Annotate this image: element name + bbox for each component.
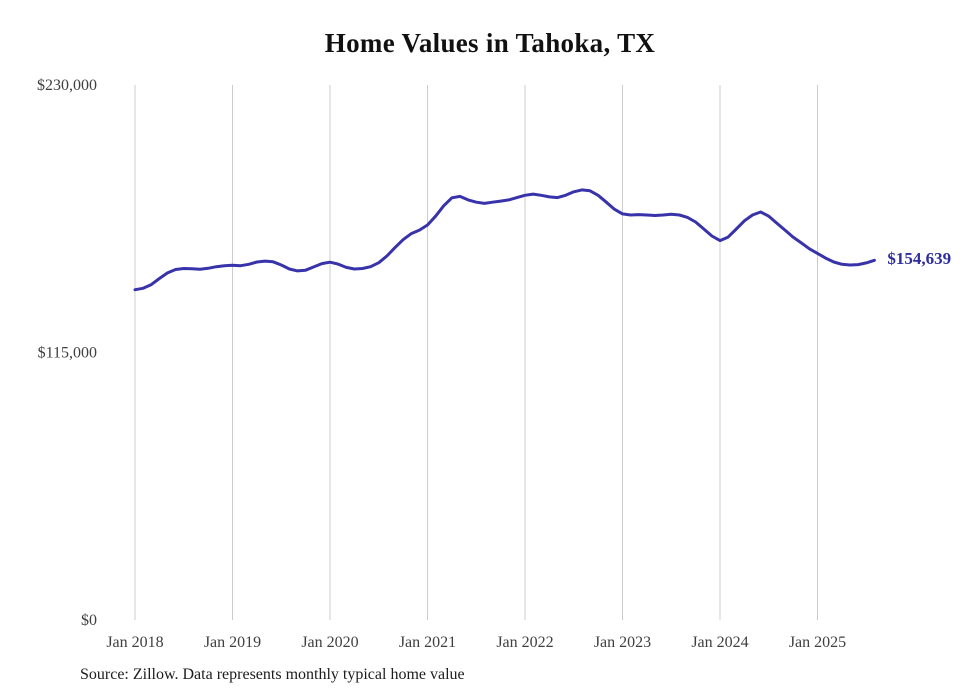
- x-axis-tick-label: Jan 2020: [301, 634, 358, 651]
- last-value-label: $154,639: [887, 249, 952, 269]
- x-axis-tick-label: Jan 2022: [496, 634, 553, 651]
- source-note: Source: Zillow. Data represents monthly …: [80, 666, 465, 683]
- home-values-line-chart: Jan 2018 Jan 2019 Jan 2020 Jan 2021 Jan 2022…: [37, 77, 876, 651]
- y-axis-tick-label: $230,000: [37, 77, 97, 94]
- y-axis-tick-label: $0: [81, 612, 97, 629]
- x-axis-tick-label: Jan 2019: [204, 634, 261, 651]
- x-axis-tick-label: Jan 2023: [594, 634, 651, 651]
- x-axis-tick-label: Jan 2021: [399, 634, 456, 651]
- y-axis-tick-label: $115,000: [38, 345, 97, 362]
- x-axis-tick-label: Jan 2018: [106, 634, 163, 651]
- x-axis-tick-label: Jan 2024: [691, 634, 748, 651]
- x-axis-tick-label: Jan 2025: [789, 634, 846, 651]
- home-value-line: [133, 188, 876, 292]
- chart-title: Home Values in Tahoka, TX: [324, 28, 656, 58]
